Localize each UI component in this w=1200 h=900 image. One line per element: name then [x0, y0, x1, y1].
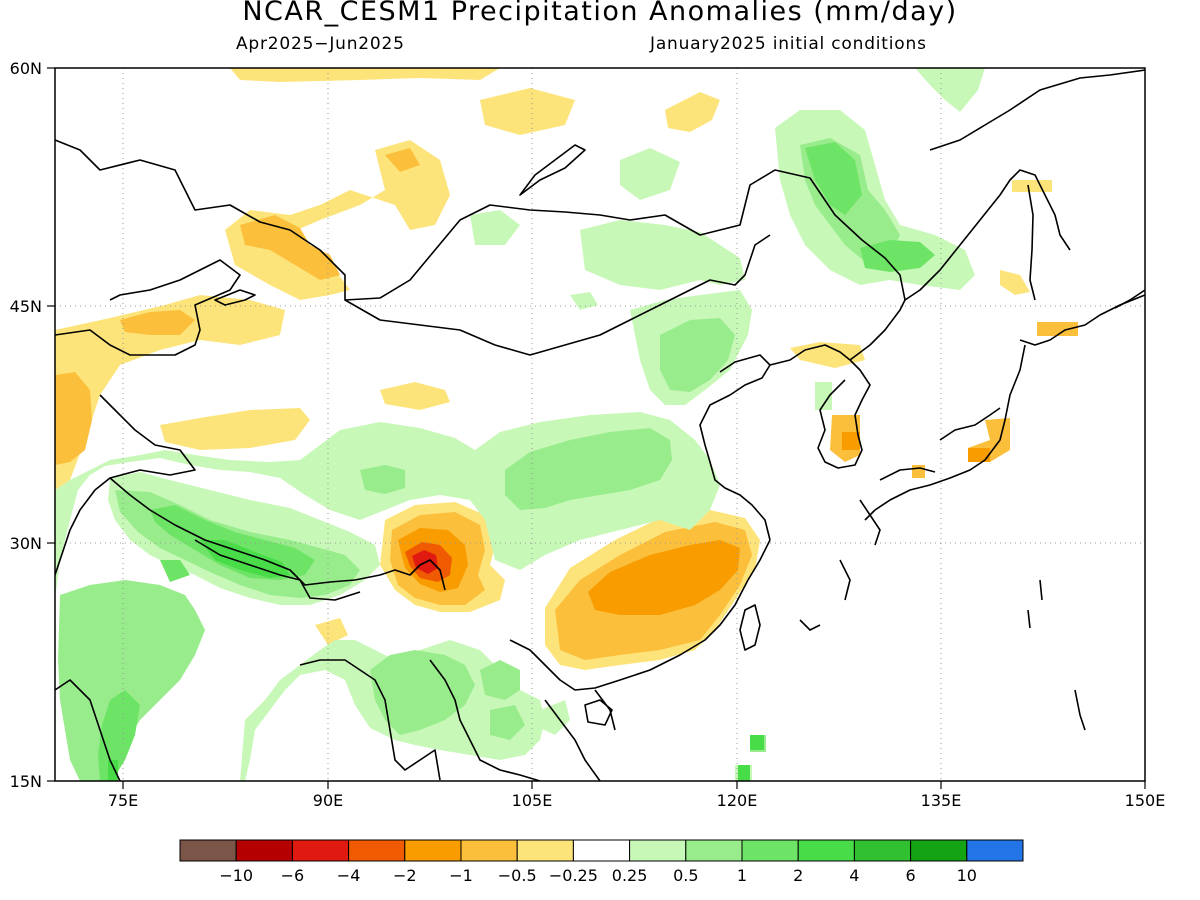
- colorbar-swatch: [572, 839, 631, 862]
- colorbar-label: 10: [957, 866, 977, 885]
- colorbar-swatch: [516, 839, 574, 862]
- lon-label: 90E: [313, 791, 343, 810]
- colorbar-label: 1: [737, 866, 747, 885]
- colorbar-swatch: [966, 839, 1024, 862]
- colorbar-label: 2: [793, 866, 803, 885]
- tick-marks: [47, 67, 1146, 789]
- colorbar-label: −6: [281, 866, 305, 885]
- colorbar-label: −2: [393, 866, 417, 885]
- colorbar-swatch: [460, 839, 518, 862]
- lat-label: 30N: [10, 534, 42, 553]
- colorbar-label: −0.25: [549, 866, 598, 885]
- lat-label: 45N: [10, 297, 42, 316]
- lon-label: 150E: [1125, 791, 1166, 810]
- coastlines-and-borders: [55, 69, 1145, 781]
- colorbar-swatch: [853, 839, 912, 862]
- very-wet-regions: [108, 540, 764, 781]
- lat-label: 60N: [10, 59, 42, 78]
- colorbar-swatch: [685, 839, 743, 862]
- colorbar-label: −0.5: [498, 866, 537, 885]
- lon-label: 120E: [717, 791, 758, 810]
- colorbar: −10 −6 −4 −2 −1 −0.5 −0.25 0.25 0.5 1 2 4 6 10: [179, 839, 1024, 885]
- grid-lines: [55, 68, 1145, 781]
- anomaly-shading: [55, 68, 1078, 781]
- period-label: Apr2025−Jun2025: [236, 34, 405, 54]
- map-frame: [54, 67, 1146, 782]
- init-conditions-label: January2025 initial conditions: [650, 34, 927, 54]
- map-title: NCAR_CESM1 Precipitation Anomalies (mm/d…: [242, 0, 958, 27]
- lat-label: 15N: [10, 772, 42, 791]
- colorbar-swatch: [179, 839, 237, 862]
- colorbar-swatch: [629, 839, 687, 862]
- colorbar-swatch: [910, 839, 968, 862]
- colorbar-swatch: [797, 839, 855, 862]
- colorbar-label: 4: [849, 866, 859, 885]
- colorbar-swatch: [348, 839, 406, 862]
- colorbar-label: 0.25: [612, 866, 648, 885]
- colorbar-swatch: [404, 839, 462, 862]
- lon-label: 135E: [921, 791, 962, 810]
- lon-label: 105E: [512, 791, 553, 810]
- colorbar-swatch: [741, 839, 799, 862]
- colorbar-label: −1: [449, 866, 473, 885]
- colorbar-label: −4: [337, 866, 361, 885]
- colorbar-swatch: [235, 839, 293, 862]
- colorbar-label: −10: [219, 866, 253, 885]
- lon-label: 75E: [108, 791, 138, 810]
- colorbar-swatch: [291, 839, 350, 862]
- colorbar-label: 6: [906, 866, 916, 885]
- colorbar-label: 0.5: [673, 866, 698, 885]
